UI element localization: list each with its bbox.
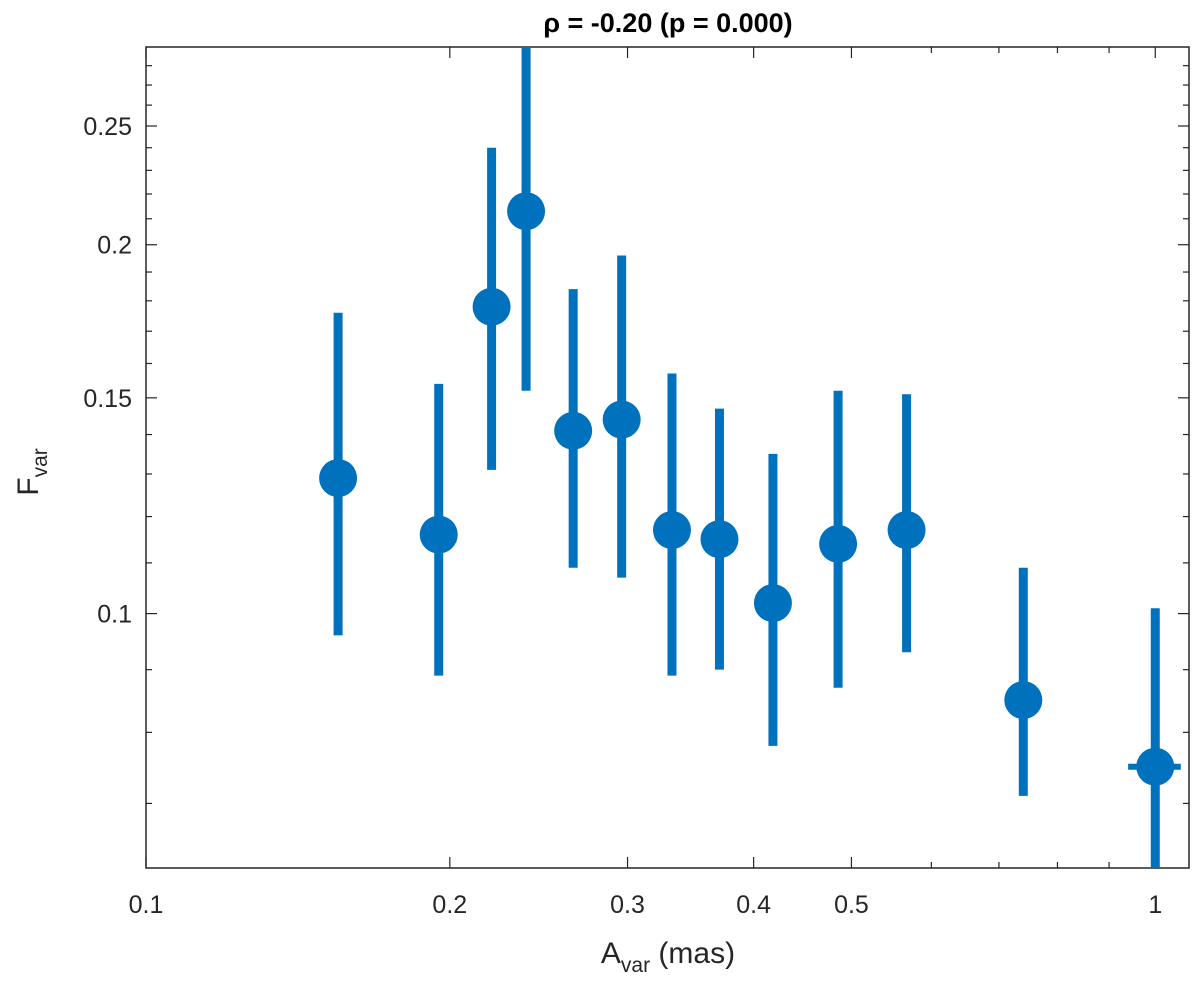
x-tick-label: 0.5 — [834, 891, 869, 919]
y-tick-label: 0.1 — [97, 601, 132, 629]
data-point — [419, 515, 458, 554]
x-tick-label: 0.1 — [129, 891, 164, 919]
data-point — [1004, 681, 1043, 720]
data-point — [819, 524, 858, 563]
x-axis-label: Avar (mas) — [601, 937, 735, 977]
data-point — [319, 459, 358, 498]
tick-labels: 0.1 0.2 0.3 0.4 0.5 1 0.1 0.15 0.2 0.25 — [83, 113, 1162, 919]
x-tick-label: 0.4 — [736, 891, 771, 919]
y-axis-label-main: F — [12, 477, 45, 495]
plot-frame — [145, 46, 1190, 869]
x-tick-label: 1 — [1148, 891, 1162, 919]
y-tick-label: 0.2 — [97, 232, 132, 260]
x-axis-label-unit: (mas) — [650, 937, 735, 970]
data-point — [1136, 747, 1175, 786]
data-point — [652, 511, 691, 550]
x-tick-label: 0.2 — [432, 891, 467, 919]
data-point — [753, 584, 792, 623]
y-tick-label: 0.15 — [83, 385, 132, 413]
x-axis-label-main: A — [601, 937, 621, 970]
axis-ticks — [145, 47, 1189, 868]
x-axis-label-sub: var — [621, 954, 650, 977]
x-tick-label: 0.3 — [610, 891, 645, 919]
y-axis-label: Fvar — [12, 448, 52, 496]
y-axis-label-sub: var — [29, 448, 52, 477]
data-point — [507, 192, 546, 231]
error-bars — [323, 47, 1181, 868]
y-tick-label: 0.25 — [83, 113, 132, 141]
plot-area — [145, 46, 1190, 869]
data-point — [554, 411, 593, 450]
data-point — [887, 511, 926, 550]
data-point — [602, 400, 641, 439]
chart-title: ρ = -0.20 (p = 0.000) — [543, 8, 792, 38]
data-markers — [319, 192, 1175, 786]
data-point — [700, 520, 739, 559]
data-point — [472, 287, 511, 326]
